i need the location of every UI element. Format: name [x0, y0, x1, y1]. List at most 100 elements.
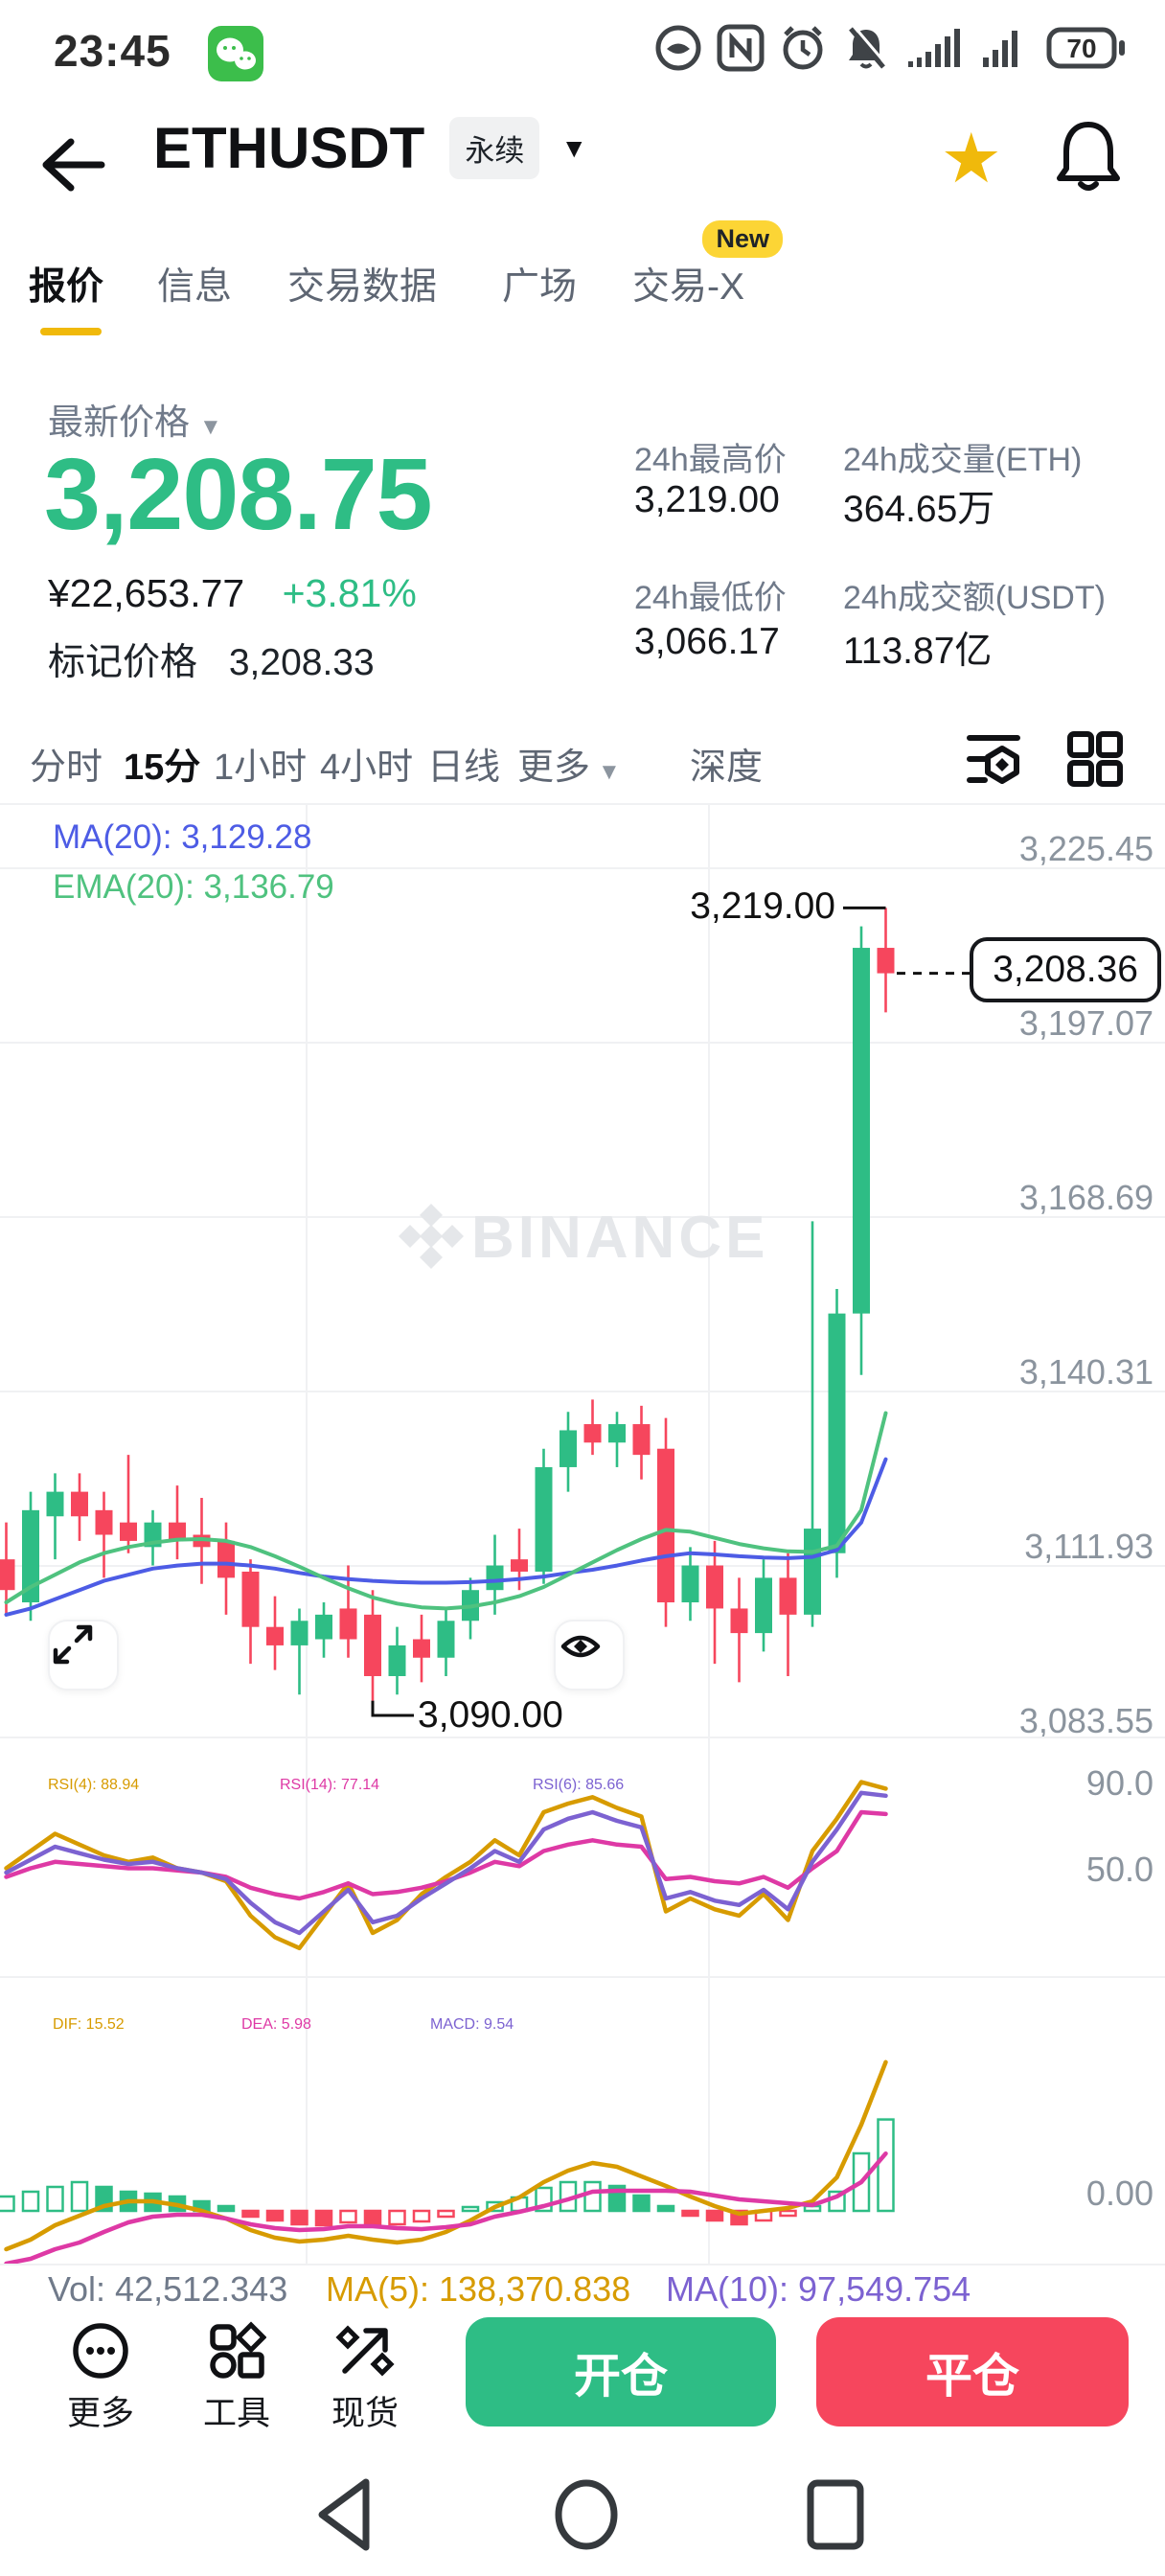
tab-trading-data[interactable]: 交易数据 — [287, 266, 438, 308]
close-position-button[interactable]: 平仓 — [816, 2317, 1129, 2426]
stat-24h-turnover-value: 113.87亿 — [843, 631, 993, 672]
ma20-line — [4, 1457, 888, 1617]
candle-body — [120, 1522, 137, 1541]
timeframe-1d[interactable]: 日线 — [427, 748, 501, 788]
more-button[interactable]: 更多 — [48, 2321, 153, 2435]
macd-bar — [363, 2209, 382, 2227]
signal-strength-icon — [904, 23, 966, 78]
candle-body — [0, 1559, 15, 1591]
top-tab-bar: 报价 信息 交易数据 广场 交易-X New — [0, 220, 1165, 345]
candle-body — [828, 1313, 846, 1553]
app-header: ETHUSDT 永续 ▼ ★ — [0, 92, 1165, 240]
fullscreen-expand-button[interactable] — [48, 1620, 119, 1690]
nav-home-button[interactable] — [555, 2479, 618, 2550]
stat-24h-volume-value: 364.65万 — [843, 489, 995, 530]
candle-body — [95, 1509, 113, 1535]
dif-label: DIF: 15.52 — [53, 2016, 125, 2033]
tools-button[interactable]: 工具 — [184, 2321, 289, 2435]
stat-24h-high-value: 3,219.00 — [634, 479, 780, 520]
battery-percent: 70 — [1066, 34, 1096, 63]
symbol-selector[interactable]: ETHUSDT 永续 ▼ — [153, 115, 587, 181]
price-axis-tick: 3,111.93 — [1024, 1527, 1154, 1566]
favorite-star-button[interactable]: ★ — [940, 120, 1002, 197]
contract-type-badge: 永续 — [449, 117, 540, 179]
timeframe-more-dropdown[interactable]: 更多 ▼ — [517, 748, 621, 788]
candle-body — [437, 1621, 455, 1658]
last-price-badge: 3,208.36 — [970, 937, 1161, 1002]
rsi-axis-tick: 90.0 — [1085, 1763, 1154, 1803]
timeframe-timeline[interactable]: 分时 — [30, 748, 103, 788]
dea-line — [4, 2150, 888, 2266]
notification-bell-button[interactable] — [1052, 117, 1125, 200]
clock-time: 23:45 — [54, 26, 171, 76]
macd-bar — [705, 2209, 724, 2222]
indicator-settings-icon[interactable] — [962, 727, 1025, 791]
macd-bar — [877, 2118, 895, 2213]
rsi14-label: RSI(14): 77.14 — [280, 1777, 380, 1793]
status-bar: 23:45 70 — [0, 0, 1165, 92]
mark-price-value: 3,208.33 — [228, 642, 375, 683]
RSI(4)-line — [4, 1780, 888, 1951]
candle-body — [511, 1559, 528, 1572]
rsi-pane[interactable]: RSI(4): 88.94 RSI(14): 77.14 RSI(6): 85.… — [0, 1736, 1165, 1978]
active-tab-underline — [40, 328, 102, 335]
macd-bar — [461, 2205, 480, 2213]
tab-trade-x[interactable]: 交易-X New — [632, 220, 784, 310]
signal-strength-icon-2 — [979, 23, 1033, 78]
tab-quote[interactable]: 报价 — [29, 266, 104, 308]
candle-body — [241, 1571, 260, 1627]
candle-body — [657, 1448, 674, 1603]
chart-layout-grid-icon[interactable] — [1063, 727, 1127, 791]
macd-bar — [21, 2190, 40, 2213]
price-axis-tick: 3,168.69 — [1018, 1178, 1154, 1217]
timeframe-15m[interactable]: 15分 — [124, 748, 201, 788]
candlestick-chart[interactable]: BINANCE MA(20): 3,129.28 EMA(20): 3,136.… — [0, 805, 1165, 1740]
macd-bar — [412, 2209, 431, 2223]
timeframe-bar: 分时 15分 1小时 4小时 日线 更多 ▼ 深度 — [0, 714, 1165, 805]
macd-pane[interactable]: DIF: 15.52 DEA: 5.98 MACD: 9.54 0.00 — [0, 1976, 1165, 2266]
price-axis-tick: 3,197.07 — [1018, 1003, 1154, 1043]
candlestick-canvas[interactable] — [0, 805, 1165, 1736]
macd-bar — [779, 2209, 797, 2218]
last-price-dropdown[interactable]: 最新价格 ▼ — [48, 402, 222, 442]
nav-recents-button[interactable] — [807, 2479, 864, 2550]
rsi-axis-tick: 50.0 — [1085, 1850, 1154, 1889]
candle-body — [535, 1466, 553, 1572]
low-annotation-line — [371, 1700, 414, 1717]
ema20-line — [4, 1411, 888, 1611]
rsi6-label: RSI(6): 85.66 — [533, 1777, 625, 1793]
macd-bar — [265, 2209, 285, 2222]
macd-bar — [241, 2209, 260, 2219]
chevron-down-icon: ▼ — [598, 759, 621, 785]
dif-line — [4, 2059, 888, 2252]
candle-body — [413, 1639, 430, 1658]
ema20-label: EMA(20): 3,136.79 — [53, 868, 334, 906]
open-position-button[interactable]: 开仓 — [466, 2317, 776, 2426]
volume-ma5-label: MA(5): 138,370.838 — [326, 2269, 631, 2309]
chevron-down-icon: ▼ — [199, 414, 222, 440]
depth-tab[interactable]: 深度 — [690, 748, 764, 788]
nav-back-button[interactable] — [318, 2478, 370, 2551]
candle-body — [266, 1626, 284, 1645]
timeframe-1h[interactable]: 1小时 — [214, 748, 308, 788]
macd-bar — [388, 2209, 406, 2226]
change-percent: +3.81% — [282, 571, 417, 615]
macd-bar — [656, 2204, 675, 2213]
chart-visibility-eye-button[interactable] — [554, 1620, 625, 1690]
timeframe-4h[interactable]: 4小时 — [320, 748, 414, 788]
stat-24h-low-label: 24h最低价 — [634, 580, 787, 616]
spot-button[interactable]: 现货 — [312, 2321, 418, 2435]
back-button[interactable] — [34, 126, 111, 203]
candle-body — [169, 1522, 186, 1541]
candle-body — [755, 1577, 772, 1634]
mark-price-label: 标记价格 — [48, 642, 198, 683]
price-axis-tick: 3,140.31 — [1018, 1352, 1154, 1392]
tab-info[interactable]: 信息 — [157, 266, 233, 308]
candle-body — [853, 948, 870, 1314]
tab-square[interactable]: 广场 — [502, 266, 578, 308]
rsi-canvas — [4, 1738, 888, 1978]
candle-body — [583, 1424, 602, 1443]
candle-body — [364, 1614, 381, 1676]
stat-24h-high-label: 24h最高价 — [634, 442, 787, 478]
symbol-title: ETHUSDT — [153, 116, 425, 180]
